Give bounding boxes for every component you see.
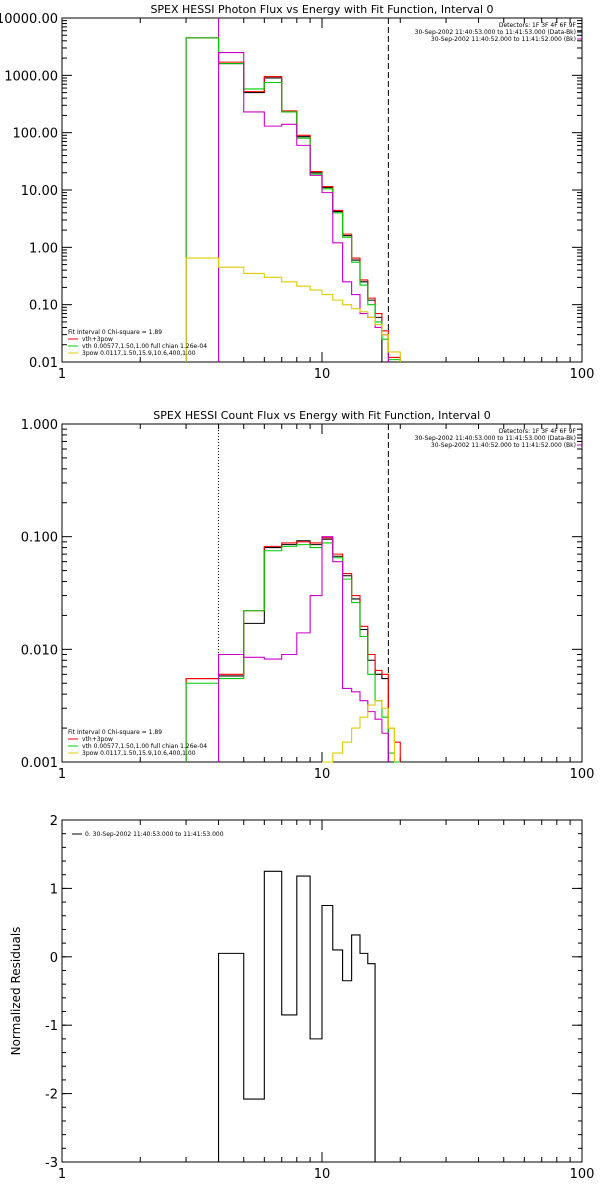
y-tick-label: 0.10 <box>29 299 58 314</box>
header-text-line: Detectors: 1F 3F 4F 6F 9F <box>499 22 577 29</box>
legend-entry: vth+3pow <box>82 336 113 343</box>
legend-entry: 3pow 0.0117,1.50,15.9,10.6,400,1.00 <box>82 350 196 357</box>
series-line-3pow <box>185 257 401 362</box>
x-tick-label: 10 <box>314 1167 331 1182</box>
y-tick-label: 10000.00 <box>0 12 58 27</box>
x-tick-label: 100 <box>570 1167 595 1182</box>
x-tick-label: 100 <box>570 767 595 782</box>
x-tick-label: 1 <box>58 767 66 782</box>
y-tick-label: 0.100 <box>21 531 58 546</box>
series-line-3pow <box>322 700 396 763</box>
series-line-residuals <box>217 870 376 1162</box>
legend-entry: Fit Interval 0 Chi-square = 1.89 <box>68 329 162 336</box>
header-text-line: 30-Sep-2002 11:40:52.000 to 11:41:52.000… <box>431 36 576 43</box>
y-tick-label: 1.000 <box>21 418 58 433</box>
x-tick-label: 10 <box>314 367 331 382</box>
series-line-data-bk <box>185 538 389 762</box>
y-tick-label: -2 <box>45 1088 58 1103</box>
y-tick-label: -1 <box>45 1019 58 1034</box>
header-text-line: 30-Sep-2002 11:40:53.000 to 11:41:53.000… <box>415 29 576 36</box>
series-line-data-bk <box>185 37 383 362</box>
y-tick-label: 0.001 <box>21 756 58 771</box>
legend-entry: 0. 30-Sep-2002 11:40:53.000 to 11:41:53.… <box>85 831 224 838</box>
chart-title: SPEX HESSI Count Flux vs Energy with Fit… <box>153 409 490 422</box>
series-line-bk <box>217 51 389 362</box>
y-tick-label: 100.00 <box>13 127 59 142</box>
x-tick-label: 1 <box>58 367 66 382</box>
y-tick-label: 1.00 <box>29 241 58 256</box>
chart-title: SPEX HESSI Photon Flux vs Energy with Fi… <box>150 3 493 16</box>
series-line-bk <box>217 536 389 762</box>
y-tick-label: 0.010 <box>21 643 58 658</box>
legend-entry: Fit Interval 0 Chi-square = 1.89 <box>68 729 162 736</box>
header-text-line: 30-Sep-2002 11:40:52.000 to 11:41:52.000… <box>431 442 576 449</box>
y-axis-label: Normalized Residuals <box>9 927 23 1056</box>
y-tick-label: -3 <box>45 1156 58 1171</box>
legend-entry: vth 0.00577,1.50,1.00 full chian 1.26e-0… <box>82 743 207 750</box>
legend-entry: 3pow 0.0117,1.50,15.9,10.6,400,1.00 <box>82 750 196 757</box>
y-tick-label: 1000.00 <box>4 69 58 84</box>
legend-entry: vth 0.00577,1.50,1.00 full chian 1.26e-0… <box>82 343 207 350</box>
y-tick-label: 0 <box>50 951 58 966</box>
y-tick-label: 1 <box>50 882 58 897</box>
header-text-line: 30-Sep-2002 11:40:53.000 to 11:41:53.000… <box>415 435 576 442</box>
legend-entry: vth+3pow <box>82 736 113 743</box>
x-tick-label: 1 <box>58 1167 66 1182</box>
y-tick-label: 10.00 <box>21 184 58 199</box>
header-text-line: Detectors: 1F 3F 4F 6F 9F <box>499 428 577 435</box>
x-tick-label: 10 <box>314 767 331 782</box>
x-tick-label: 100 <box>570 367 595 382</box>
y-tick-label: 2 <box>50 814 58 829</box>
y-tick-label: 0.01 <box>29 356 58 371</box>
